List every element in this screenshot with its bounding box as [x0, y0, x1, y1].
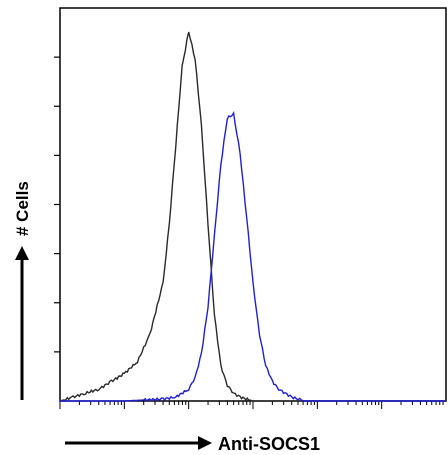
y-axis-label: # Cells — [13, 181, 32, 236]
y-axis-arrow-head — [15, 246, 29, 260]
histogram-series-2 — [60, 111, 446, 402]
x-axis-arrow-head — [198, 436, 212, 450]
x-axis-label: Anti-SOCS1 — [218, 434, 320, 454]
y-axis-ticks — [54, 56, 60, 353]
plot-frame — [59, 7, 447, 402]
histogram-series-group — [59, 31, 446, 402]
x-axis-ticks — [59, 401, 444, 409]
histogram-series-1 — [59, 31, 446, 402]
